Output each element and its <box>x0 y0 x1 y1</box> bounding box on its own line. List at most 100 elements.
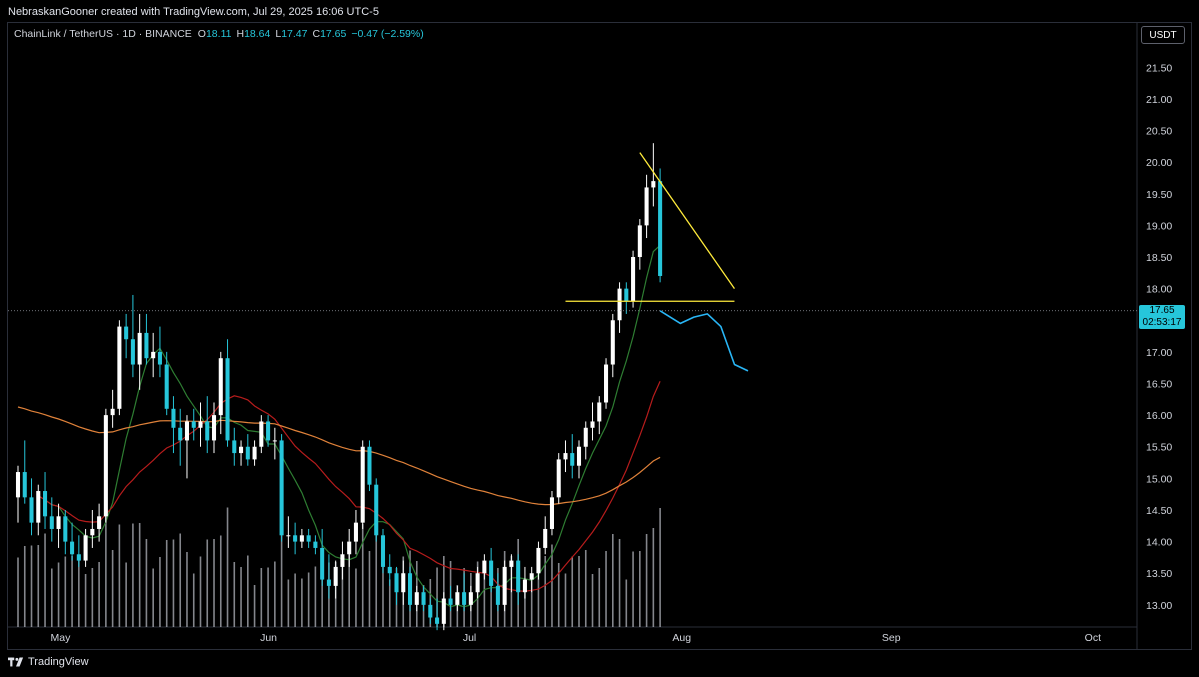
candle-body <box>576 446 582 466</box>
candle-body <box>36 491 41 523</box>
candle-body <box>49 516 54 529</box>
open-value: O18.11 <box>197 28 232 40</box>
price-tick-label: 19.50 <box>1146 189 1172 201</box>
candle-body <box>401 573 406 593</box>
candle-body <box>70 541 75 555</box>
last-price-tag: 17.65 02:53:17 <box>1139 305 1185 329</box>
volume-bar <box>659 508 661 627</box>
chart-attribution: NebraskanGooner created with TradingView… <box>8 6 379 18</box>
candle-body <box>124 326 129 340</box>
volume-bar <box>544 556 547 627</box>
volume-bar <box>361 524 364 627</box>
volume-bar <box>483 561 486 627</box>
candle-body <box>259 421 264 447</box>
volume-bar <box>611 534 614 627</box>
tradingview-logo-icon <box>8 657 24 667</box>
candle-body <box>299 535 304 542</box>
volume-bar <box>564 573 567 627</box>
volume-bar <box>253 585 256 627</box>
volume-bar <box>118 524 121 627</box>
volume-bar <box>490 568 492 627</box>
volume-bar <box>179 533 182 627</box>
volume-bar <box>274 561 276 627</box>
volume-bar <box>165 540 168 627</box>
currency-button[interactable]: USDT <box>1141 26 1185 44</box>
volume-bar <box>98 562 100 627</box>
volume-bar <box>23 546 26 627</box>
price-tick-label: 14.00 <box>1146 537 1172 549</box>
candle-body <box>29 497 34 523</box>
candle-body <box>624 288 629 302</box>
candle-body <box>63 516 68 542</box>
candle-body <box>103 415 108 517</box>
candle-body <box>184 421 190 441</box>
candle-body <box>110 408 115 416</box>
candle-body <box>380 535 386 567</box>
candle-body <box>394 573 399 593</box>
volume-bar <box>138 523 141 627</box>
volume-bar <box>341 556 344 627</box>
volume-bar <box>348 550 350 627</box>
candle-body <box>462 592 467 605</box>
volume-bar <box>645 534 648 627</box>
candle-body <box>340 554 345 567</box>
price-tick-label: 20.00 <box>1146 157 1172 169</box>
price-tick-label: 20.50 <box>1146 126 1172 138</box>
volume-bar <box>436 567 438 627</box>
volume-bar <box>652 528 655 627</box>
candle-body <box>435 617 440 624</box>
volume-bar <box>287 579 290 627</box>
volume-bar <box>368 551 371 627</box>
candle-body <box>211 415 217 441</box>
price-tick-label: 15.50 <box>1146 442 1172 454</box>
candle-body <box>448 598 453 605</box>
candle-body <box>421 592 426 605</box>
time-tick-label: Aug <box>672 632 691 644</box>
candle-body <box>414 592 419 605</box>
volume-bar <box>111 550 114 627</box>
volume-bar <box>557 563 560 627</box>
volume-bar <box>213 539 215 627</box>
time-tick-label: May <box>51 632 72 644</box>
volume-bar <box>443 556 445 627</box>
footer-brand-label: TradingView <box>28 656 89 668</box>
price-tick-label: 21.50 <box>1146 62 1172 74</box>
candle-body <box>658 181 663 276</box>
volume-bar <box>280 507 283 627</box>
symbol-title[interactable]: ChainLink / TetherUS · 1D · BINANCE <box>14 28 192 40</box>
footer-brand[interactable]: TradingView <box>8 656 89 668</box>
volume-bar <box>584 550 587 627</box>
volume-bar <box>192 573 195 627</box>
price-tick-label: 18.00 <box>1146 284 1172 296</box>
price-tick-label: 17.00 <box>1146 347 1172 359</box>
volume-bar <box>172 539 175 627</box>
volume-bar <box>314 566 317 627</box>
volume-bar <box>50 568 53 627</box>
candle-body <box>56 516 61 529</box>
candle-body <box>441 598 446 624</box>
volume-bar <box>57 562 60 627</box>
volume-bar <box>294 573 296 627</box>
candle-body <box>455 592 460 605</box>
volume-bar <box>598 568 601 627</box>
volume-bar <box>618 539 621 627</box>
volume-bar <box>551 544 553 627</box>
candle-body <box>597 402 602 422</box>
volume-bar <box>375 534 378 627</box>
volume-bar <box>321 557 323 627</box>
price-tick-label: 16.00 <box>1146 410 1172 422</box>
candle-body <box>482 560 487 574</box>
candle-body <box>326 579 331 586</box>
volume-bar <box>186 552 188 627</box>
candle-body <box>232 440 237 454</box>
volume-bar <box>625 579 628 627</box>
volume-bar <box>84 574 87 627</box>
volume-bar <box>219 535 222 627</box>
candle-body <box>407 573 413 605</box>
candle-body <box>570 453 575 466</box>
candle-body <box>252 446 257 460</box>
candle-body <box>279 440 284 536</box>
volume-bar <box>152 568 154 627</box>
volume-bar <box>639 551 641 627</box>
